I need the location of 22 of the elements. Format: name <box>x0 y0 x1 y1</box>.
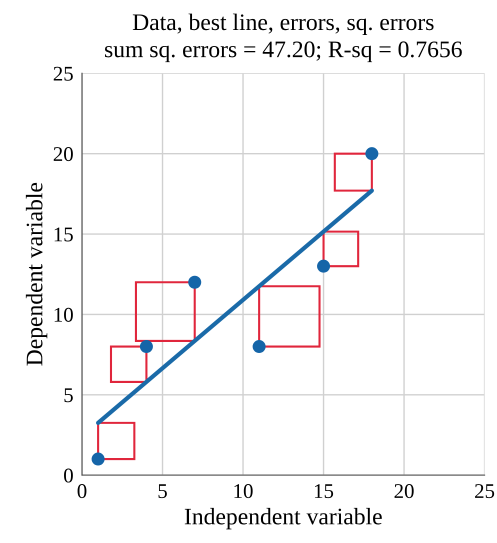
point <box>140 340 153 354</box>
x-tick-label: 25 <box>475 484 494 498</box>
x-tick-label: 10 <box>234 484 253 498</box>
point <box>365 147 378 160</box>
x-tick-label: 0 <box>78 484 86 498</box>
x-axis-title: Independent variable <box>184 508 382 530</box>
y-tick-label: 10 <box>54 308 73 322</box>
y-tick-label: 15 <box>54 228 73 242</box>
y-tick-label: 0 <box>64 468 73 483</box>
point <box>252 340 266 354</box>
y-axis-title: Dependent variable <box>26 182 48 366</box>
chart-title: Data, best line, errors, sq. errors <box>132 14 434 35</box>
point <box>317 260 330 273</box>
point <box>92 452 105 466</box>
y-tick-label: 5 <box>64 388 73 402</box>
x-tick-label: 5 <box>158 484 167 498</box>
x-tick-label: 20 <box>394 484 414 498</box>
y-tick-label: 25 <box>54 66 73 81</box>
point <box>188 276 202 289</box>
chart-subtitle: sum sq. errors = 47.20; R-sq = 0.7656 <box>105 41 462 62</box>
y-tick-label: 20 <box>54 147 73 162</box>
x-tick-label: 15 <box>314 484 334 498</box>
